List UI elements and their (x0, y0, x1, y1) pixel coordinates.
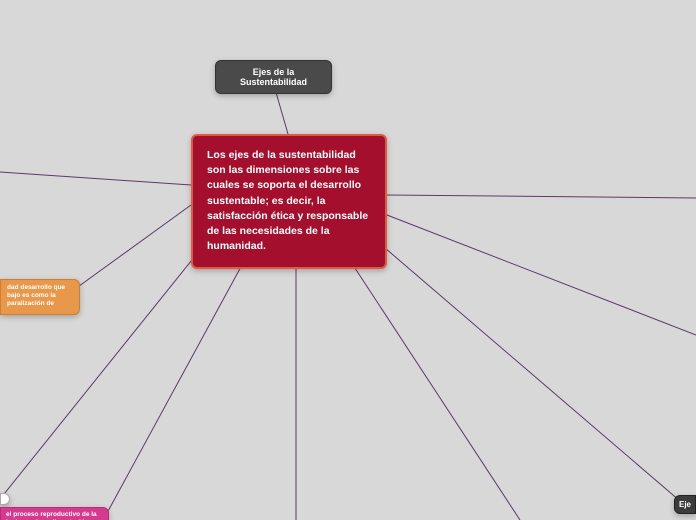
node-top-title-label: Ejes de la Sustentabilidad (224, 67, 323, 87)
node-center-root[interactable]: Los ejes de la sustentabilidad son las d… (191, 134, 387, 269)
mindmap-canvas: Ejes de la Sustentabilidad Los ejes de l… (0, 0, 696, 520)
node-left-pink[interactable]: el proceso reproductivo de la ia de empl… (0, 507, 109, 520)
node-left-pink-label: el proceso reproductivo de la ia de empl… (6, 511, 103, 520)
node-center-root-label: Los ejes de la sustentabilidad son las d… (207, 148, 371, 255)
node-left-orange[interactable]: dad desarrollo que bajo es como la paral… (0, 279, 80, 315)
node-left-blank[interactable] (0, 493, 10, 505)
node-left-orange-label: dad desarrollo que bajo es como la paral… (7, 284, 73, 308)
node-top-title[interactable]: Ejes de la Sustentabilidad (215, 60, 332, 94)
node-right-dark-label: Eje (679, 500, 691, 509)
node-right-dark[interactable]: Eje (674, 495, 696, 514)
